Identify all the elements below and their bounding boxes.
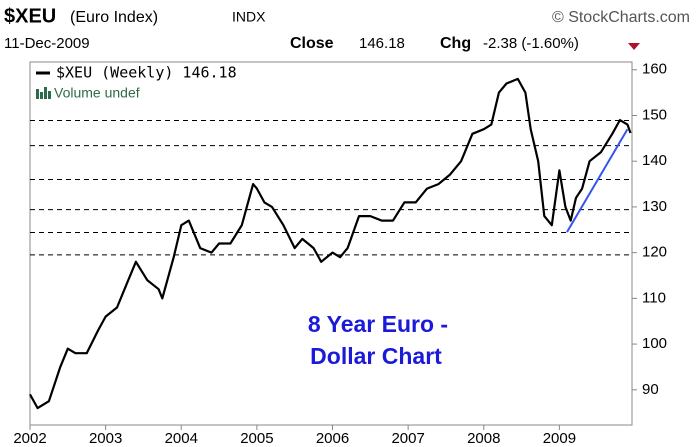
legend-label: $XEU (Weekly) 146.18 <box>56 64 237 82</box>
plot-frame <box>29 61 633 426</box>
trend-line <box>566 128 629 233</box>
price-line <box>29 77 632 410</box>
volume-label: Volume undef <box>54 85 140 101</box>
x-tick-label: 2007 <box>391 430 424 447</box>
y-tick-label: 130 <box>642 198 667 215</box>
x-tick-label: 2008 <box>467 430 500 447</box>
x-tick-label: 2004 <box>165 430 198 447</box>
date: 11-Dec-2009 <box>4 35 90 52</box>
y-tick-label: 90 <box>642 381 659 398</box>
down-arrow <box>628 43 640 50</box>
annotation: Dollar Chart <box>310 343 442 369</box>
x-tick-label: 2009 <box>543 430 576 447</box>
close-label: Close <box>290 35 334 52</box>
exchange: INDX <box>232 9 266 25</box>
y-tick-label: 140 <box>642 152 667 169</box>
y-tick-label: 100 <box>642 335 667 352</box>
y-tick-label: 160 <box>642 61 667 78</box>
x-tick-label: 2006 <box>316 430 349 447</box>
chg-label: Chg <box>440 35 471 52</box>
annotation: 8 Year Euro - <box>308 311 448 337</box>
chg-value: -2.38 (-1.60%) <box>483 35 579 52</box>
y-tick-label: 150 <box>642 106 667 123</box>
subtitle: (Euro Index) <box>70 9 158 26</box>
chart-title: $XEU <box>4 5 56 27</box>
y-tick-label: 120 <box>642 244 667 261</box>
close-value: 146.18 <box>359 35 405 52</box>
x-tick-label: 2005 <box>240 430 273 447</box>
y-tick-label: 110 <box>642 289 666 306</box>
x-tick-label: 2002 <box>13 430 46 447</box>
volume-icon <box>36 87 51 99</box>
x-tick-label: 2003 <box>89 430 122 447</box>
source: © StockCharts.com <box>552 9 690 26</box>
